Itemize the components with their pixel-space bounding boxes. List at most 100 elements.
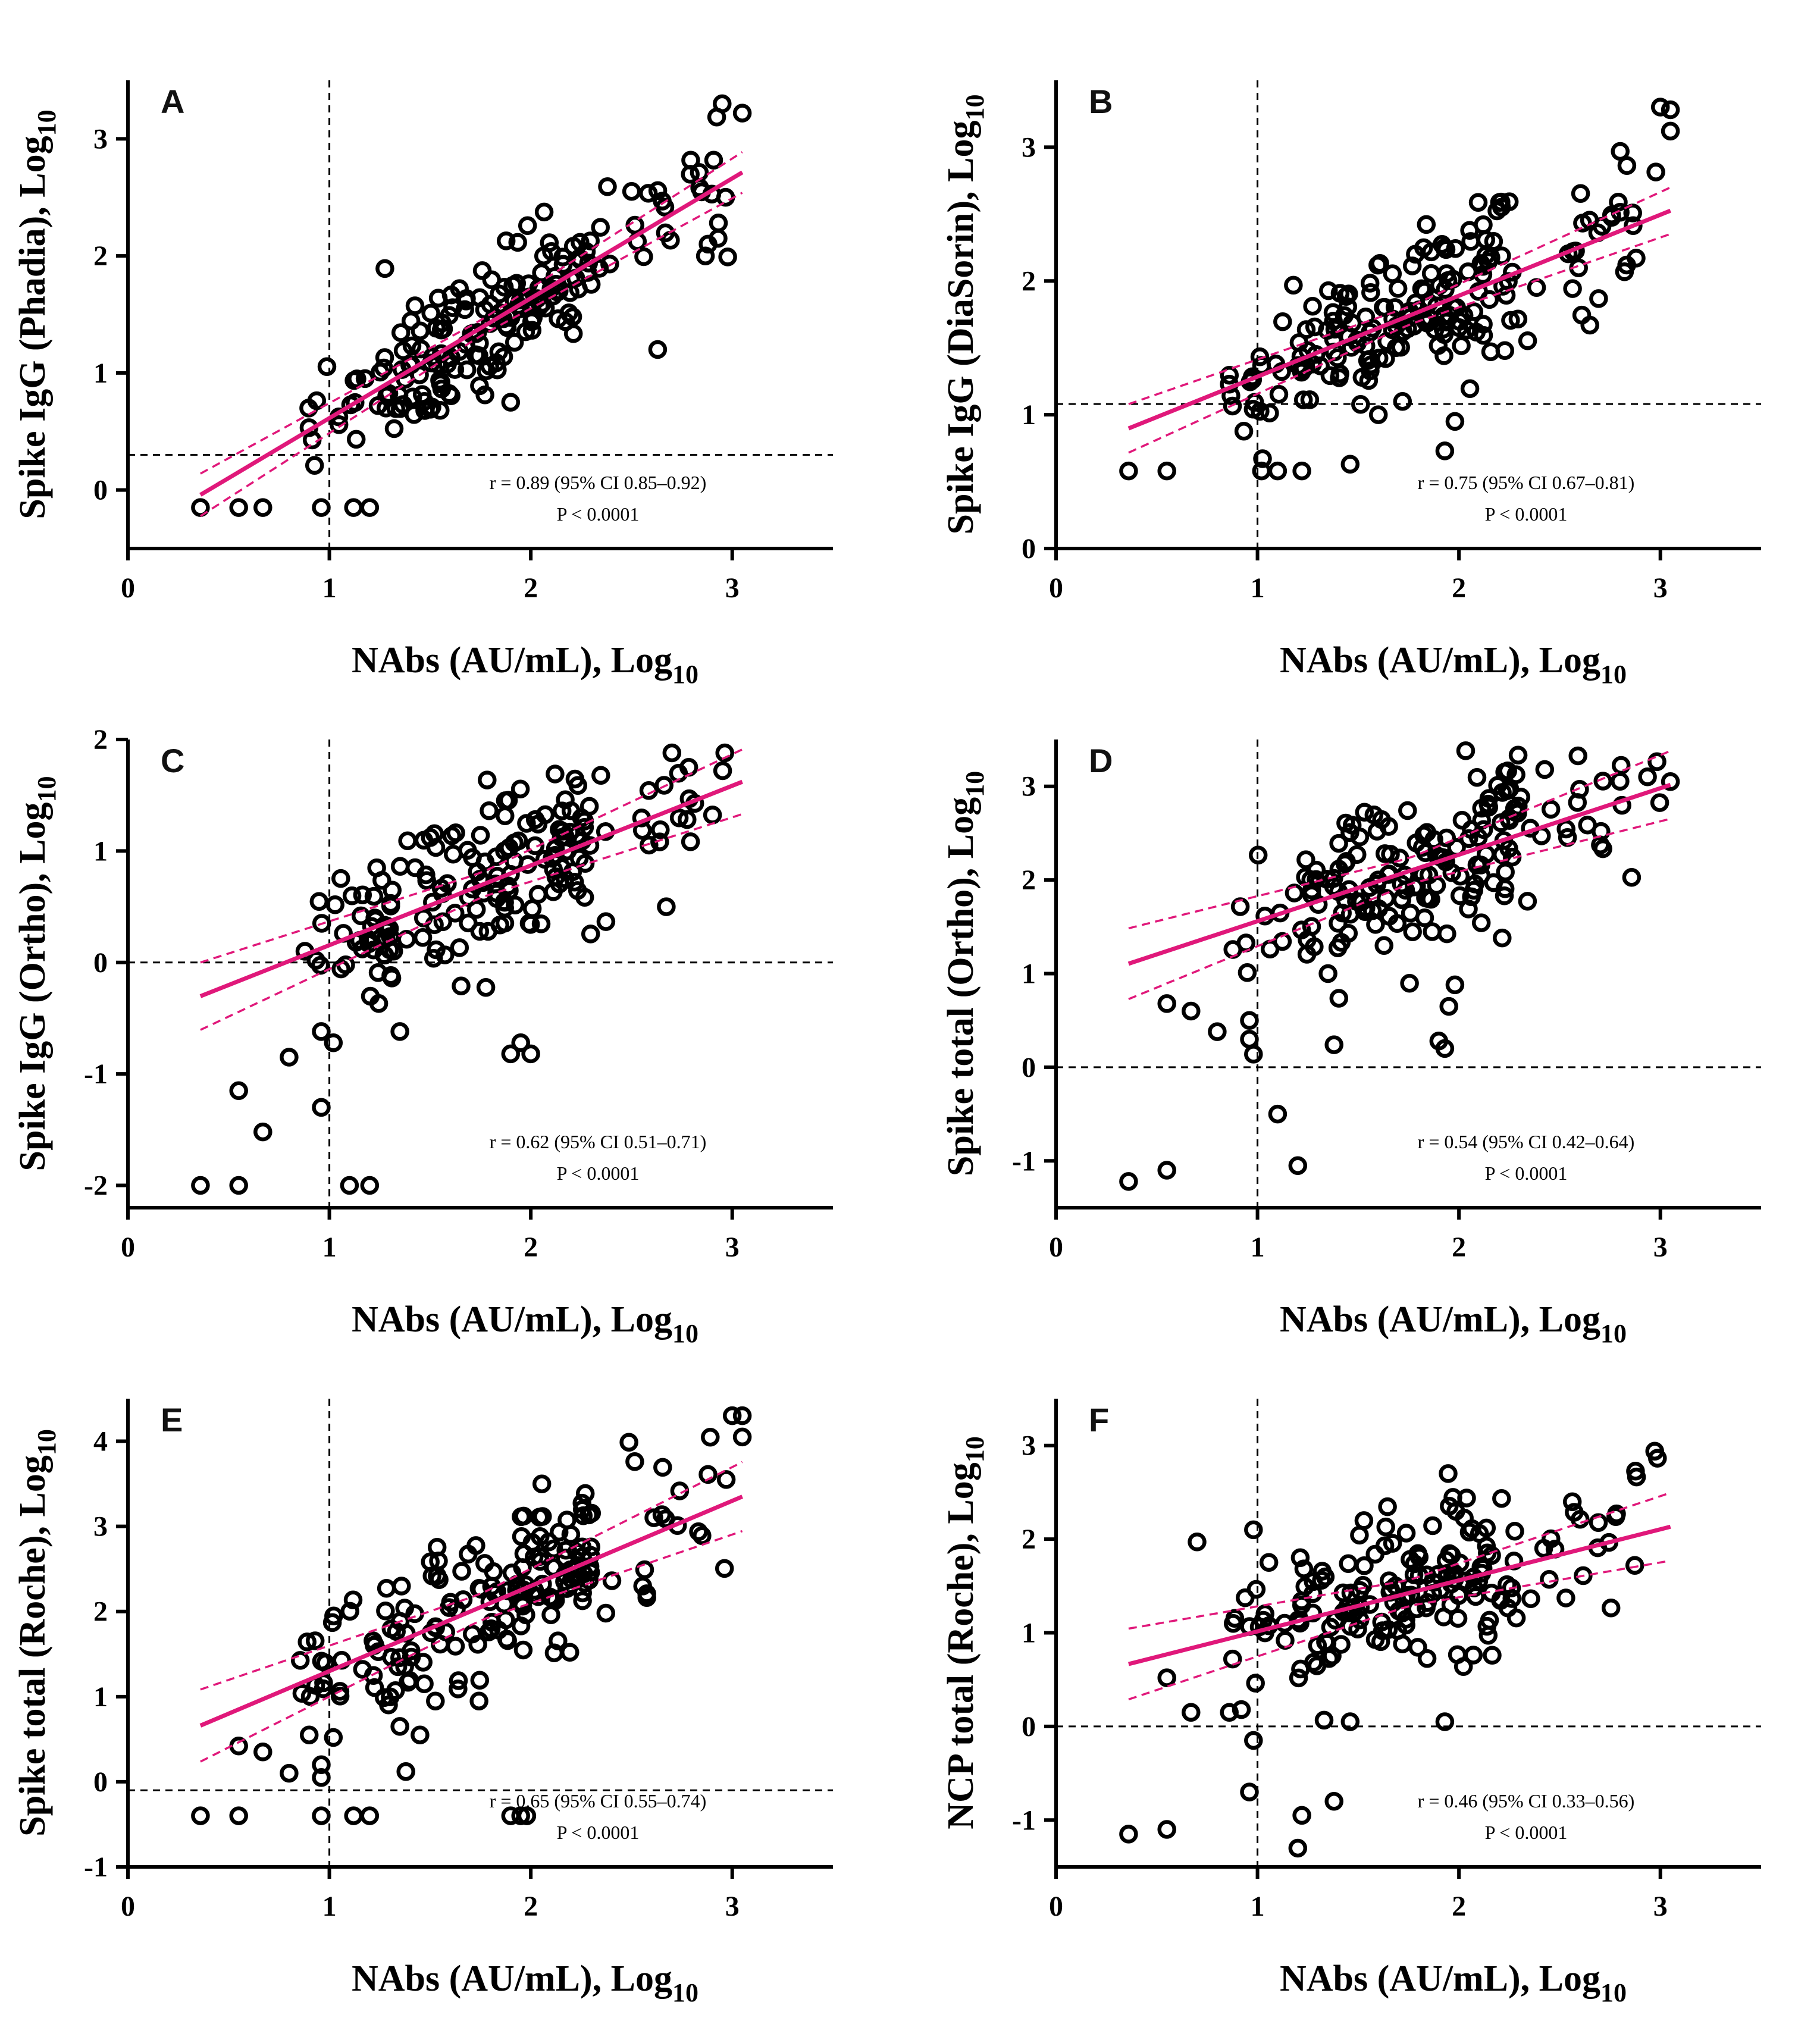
ci-upper-line <box>200 1461 743 1691</box>
data-point <box>1452 810 1472 830</box>
data-point <box>450 938 469 957</box>
data-point <box>521 915 540 934</box>
data-point <box>1589 289 1608 308</box>
data-point <box>524 1547 544 1566</box>
x-axis-title-main: NAbs (AU/mL), Log <box>352 640 672 681</box>
data-point <box>471 826 490 845</box>
data-point <box>330 1682 350 1701</box>
data-point <box>568 881 587 900</box>
y-axis-title-sub: 10 <box>32 109 61 136</box>
data-point <box>398 831 417 851</box>
data-point <box>378 384 397 403</box>
data-point <box>390 1648 409 1667</box>
stat-p: P < 0.0001 <box>1485 1162 1568 1184</box>
data-point <box>280 1048 299 1067</box>
y-tick-label: 2 <box>93 724 108 756</box>
data-point <box>346 430 366 449</box>
data-point <box>1506 1608 1526 1628</box>
data-point <box>1375 1536 1395 1555</box>
data-point <box>1593 839 1612 858</box>
data-point <box>452 1562 471 1581</box>
data-points <box>191 1406 752 1825</box>
x-tick-label: 2 <box>1452 572 1466 604</box>
data-point <box>329 415 349 434</box>
data-point <box>490 284 509 303</box>
y-tick-label: 1 <box>93 835 108 867</box>
data-point <box>681 151 700 170</box>
data-point <box>1387 914 1407 933</box>
data-point <box>478 922 498 941</box>
data-point <box>1378 1497 1397 1516</box>
data-point <box>1423 922 1442 941</box>
data-point <box>1518 331 1537 350</box>
x-tick-label: 1 <box>1251 1891 1265 1922</box>
stat-p: P < 0.0001 <box>557 503 640 525</box>
data-point <box>1535 760 1555 779</box>
data-point <box>596 1603 616 1623</box>
data-point <box>1354 1511 1374 1530</box>
data-point <box>531 914 551 933</box>
y-axis-title: Spike total (Ortho), Log10 <box>941 771 989 1176</box>
data-point <box>1238 963 1257 982</box>
data-point <box>1518 892 1537 911</box>
data-point <box>1661 100 1680 120</box>
data-point <box>557 841 577 861</box>
data-point <box>306 951 325 970</box>
y-axis-title-sub: 10 <box>960 95 989 121</box>
y-tick-label: 1 <box>1022 1618 1036 1649</box>
data-point <box>530 1508 549 1527</box>
data-point <box>1437 312 1456 332</box>
y-tick-label: 3 <box>1022 1430 1036 1462</box>
x-axis-title-main: NAbs (AU/mL), Log <box>1280 640 1600 681</box>
data-point <box>390 399 410 418</box>
data-point <box>1647 752 1666 772</box>
data-point <box>505 333 524 352</box>
data-point <box>650 832 669 851</box>
data-point <box>1540 1569 1559 1589</box>
y-tick-label: 0 <box>93 947 108 979</box>
data-point <box>1240 1029 1259 1049</box>
data-point <box>581 925 600 944</box>
data-point <box>1374 936 1393 955</box>
data-point <box>521 1044 540 1064</box>
data-point <box>413 928 433 947</box>
data-point <box>1562 1492 1582 1511</box>
data-point <box>625 1452 644 1471</box>
data-point <box>1405 878 1424 897</box>
data-point <box>476 977 496 997</box>
data-point <box>1403 922 1422 942</box>
data-point <box>462 1624 482 1644</box>
data-point <box>1474 215 1493 234</box>
data-point <box>1386 338 1406 357</box>
data-point <box>1452 336 1471 355</box>
data-point <box>381 897 400 916</box>
data-point <box>701 1427 720 1447</box>
data-point <box>1495 763 1514 782</box>
data-point <box>324 1606 343 1625</box>
panel-label: A <box>161 83 184 120</box>
data-point <box>1340 455 1360 474</box>
data-point <box>1339 923 1358 943</box>
data-point <box>312 1768 331 1787</box>
data-point <box>1406 833 1426 853</box>
data-point <box>1439 1464 1458 1483</box>
data-point <box>421 303 440 323</box>
data-point <box>1318 964 1337 983</box>
x-axis-title: NAbs (AU/mL), Log10 <box>352 1959 698 2007</box>
y-axis-title: Spike IgG (Phadia), Log10 <box>12 109 61 519</box>
data-point <box>1417 1565 1436 1584</box>
data-point <box>619 1433 638 1452</box>
data-point <box>312 1022 331 1041</box>
y-axis-title-sub: 10 <box>32 776 61 802</box>
data-point <box>1460 379 1480 399</box>
data-point <box>681 832 700 851</box>
data-point <box>414 908 433 927</box>
data-point <box>693 1526 712 1545</box>
data-point <box>229 1176 248 1195</box>
y-tick-label: 3 <box>93 123 108 155</box>
data-point <box>496 1610 515 1630</box>
data-point <box>510 779 530 798</box>
data-point <box>360 498 380 517</box>
y-tick-label: 0 <box>1022 1052 1036 1083</box>
data-point <box>312 1806 331 1825</box>
